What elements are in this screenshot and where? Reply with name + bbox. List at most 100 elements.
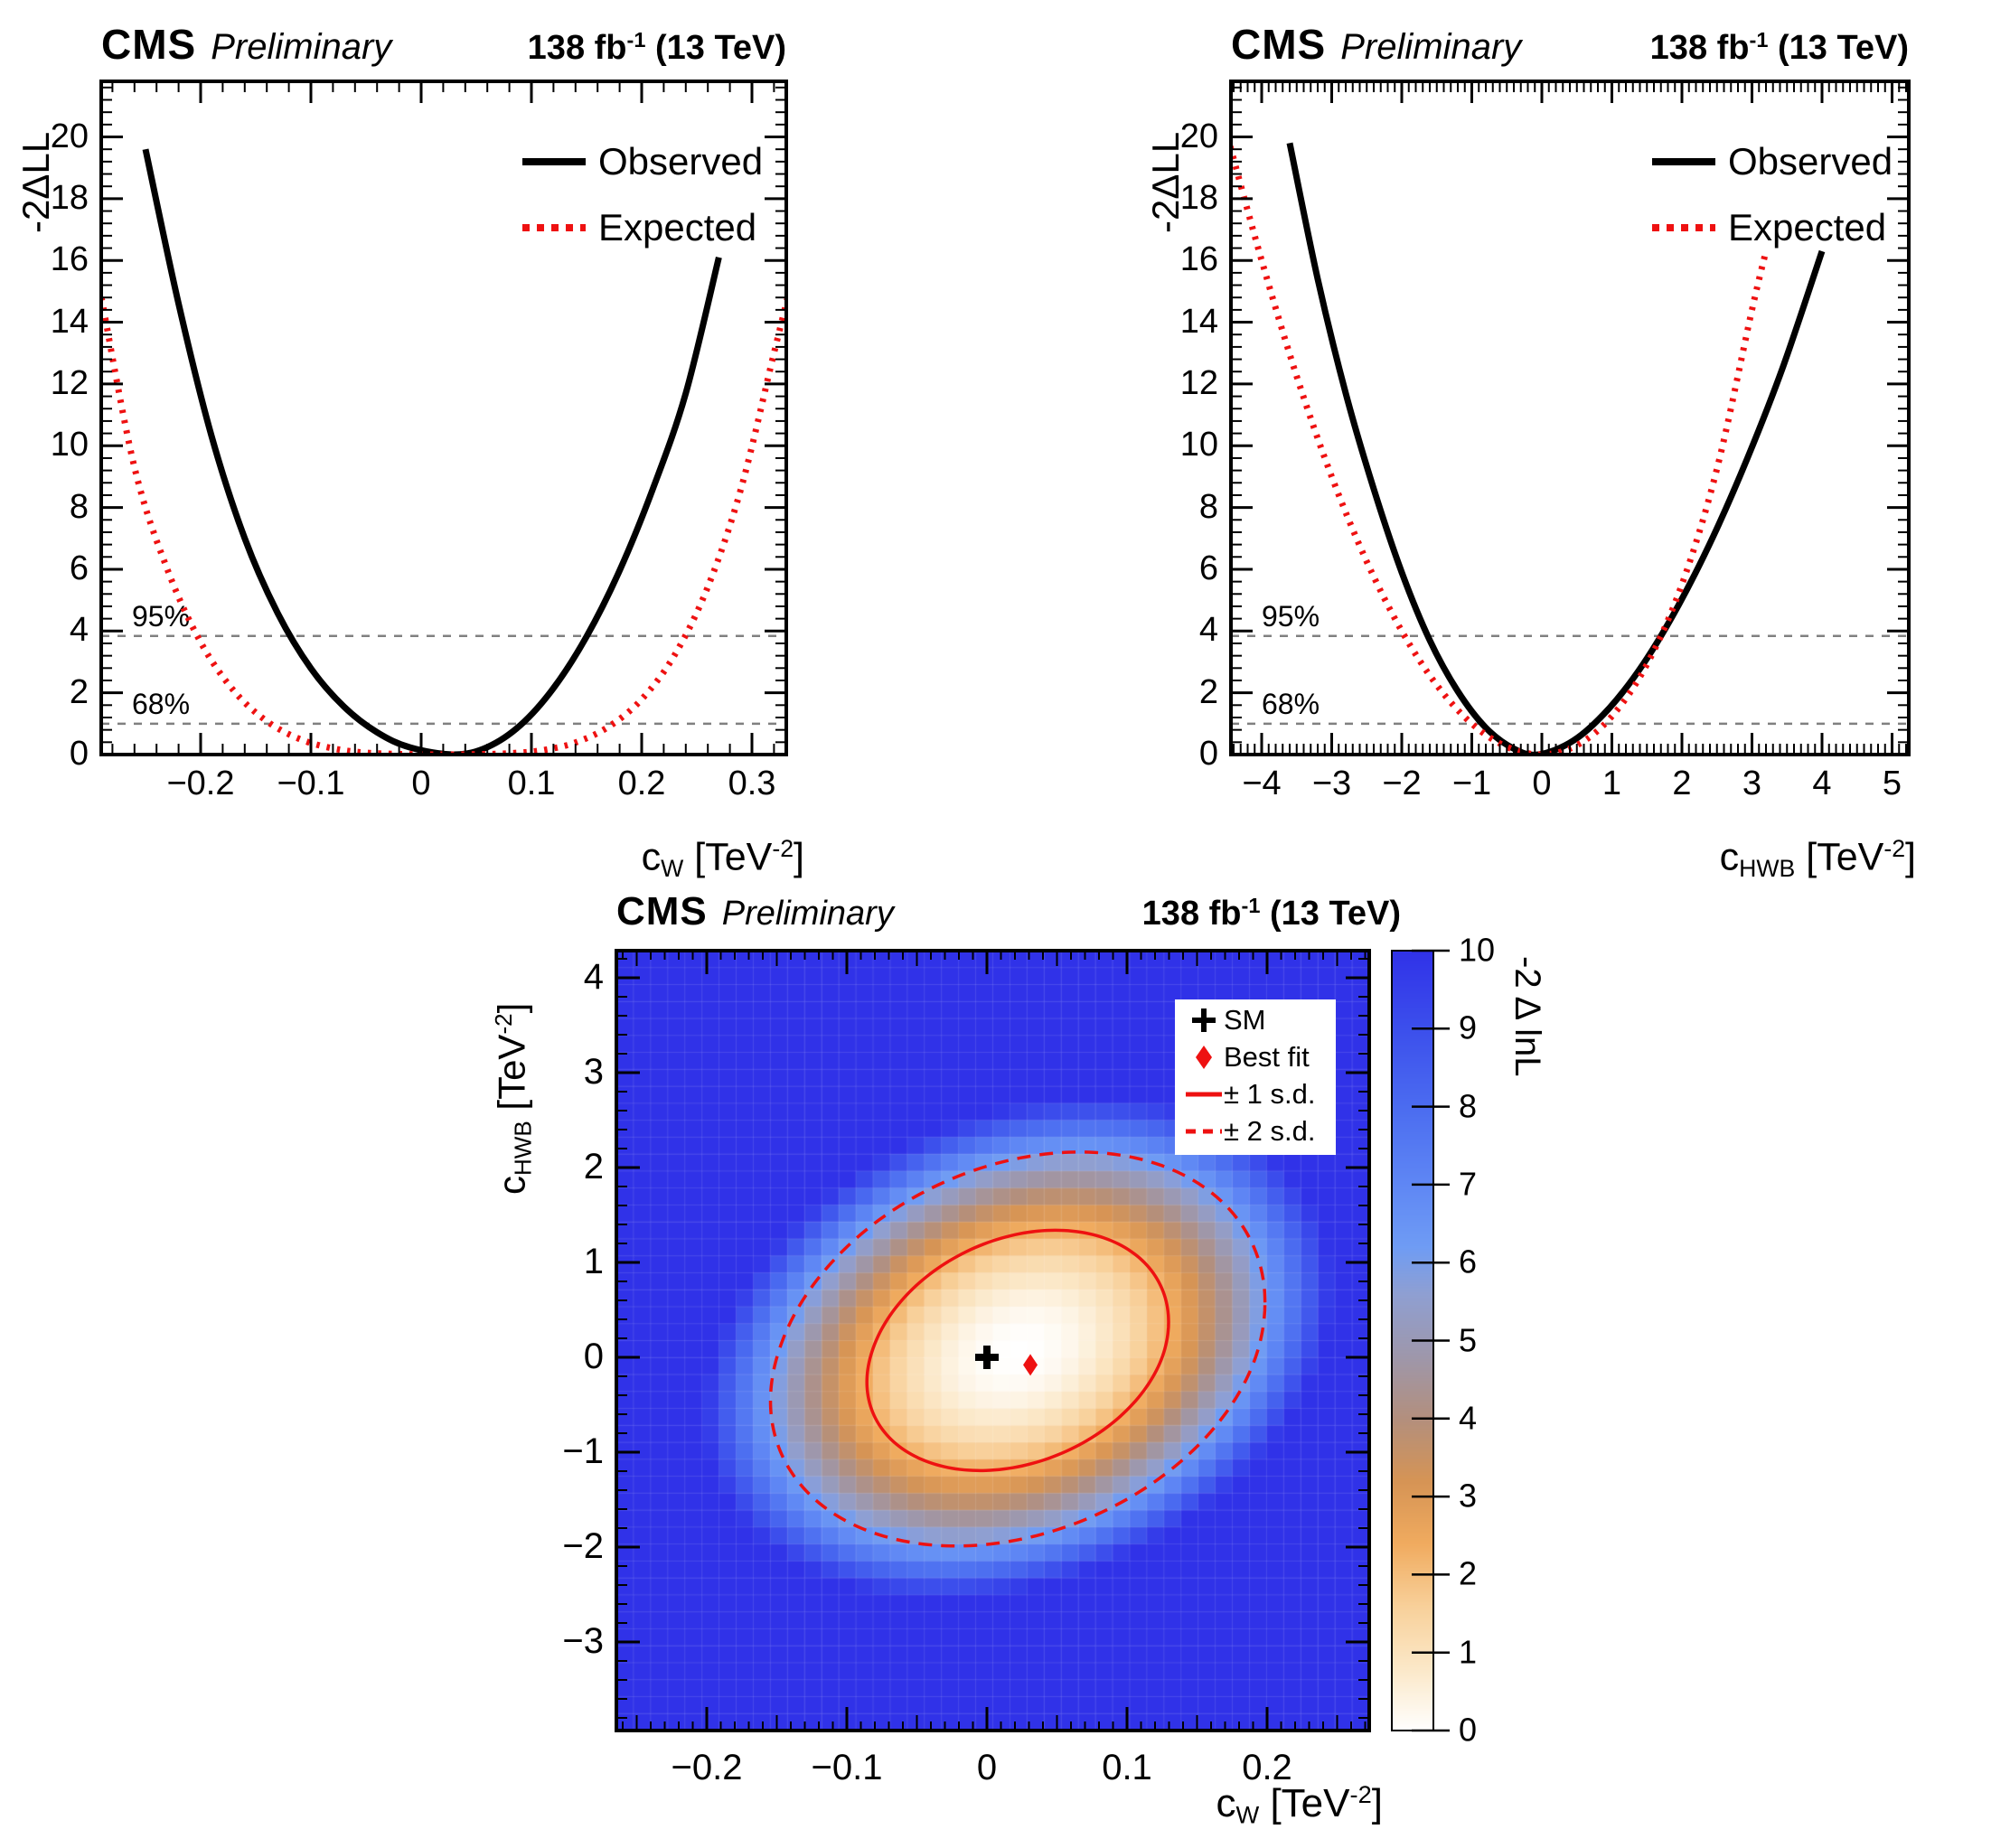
cw-y-tick-label: 20: [50, 117, 89, 155]
cw-lumi-label: 138 fb-1 (13 TeV): [527, 28, 786, 67]
two-sd-dashed-icon: [1184, 1128, 1224, 1135]
cw-x-tick-label: 0: [411, 765, 431, 802]
expected-dotted-swatch: [1652, 224, 1715, 231]
cw-x-tick-label: −0.1: [277, 765, 345, 802]
cw-expected-curve: [101, 289, 786, 755]
map-legend-1sd: ± 1 s.d.: [1175, 1075, 1336, 1112]
map-header-brand: CMS Preliminary: [616, 889, 894, 934]
colorbar-tick-label: 6: [1459, 1243, 1478, 1280]
one-sd-label: ± 1 s.d.: [1224, 1077, 1316, 1110]
chwb-y-tick-label: 8: [1198, 487, 1218, 526]
chwb-x-tick-label: 0: [1532, 765, 1552, 802]
chwb-x-tick-label: −1: [1451, 765, 1492, 802]
map-plot-header: CMS Preliminary 138 fb-1 (13 TeV): [616, 889, 1401, 934]
cw-y-tick-label: 4: [69, 611, 89, 650]
colorbar-tick-label: 7: [1459, 1165, 1478, 1203]
map-y-tick-label: −1: [562, 1431, 604, 1472]
chwb-x-axis-title: cHWB [TeV-2]: [1719, 835, 1916, 883]
best-fit-diamond-icon: [1184, 1045, 1224, 1069]
chwb-y-tick-label: 4: [1198, 611, 1218, 650]
expected-label: Expected: [598, 206, 757, 249]
chwb-legend-observed: Observed: [1652, 140, 1893, 183]
chwb-x-tick-label: −3: [1311, 765, 1352, 802]
chwb-y-tick-label: 14: [1179, 302, 1218, 341]
chwb-y-tick-label: 20: [1179, 117, 1218, 155]
cw-plot-header: CMS Preliminary 138 fb-1 (13 TeV): [101, 20, 786, 69]
map-y-tick-label: 4: [583, 957, 604, 998]
cw-68-threshold-label: 68%: [132, 688, 191, 720]
chwb-95-threshold-label: 95%: [1262, 600, 1320, 633]
chwb-header-brand: CMS Preliminary: [1231, 20, 1521, 69]
expected-label: Expected: [1728, 206, 1887, 249]
sm-label: SM: [1224, 1003, 1266, 1036]
one-sd-line-icon: [1184, 1091, 1224, 1098]
cw-x-tick-label: −0.2: [166, 765, 235, 802]
map-y-tick-label: 3: [583, 1052, 604, 1093]
cw-y-tick-label: 6: [69, 549, 89, 588]
map-x-tick-label: 0.1: [1102, 1748, 1152, 1787]
preliminary-label: Preliminary: [211, 27, 392, 67]
cw-y-tick-label: 10: [50, 426, 89, 464]
colorbar-tick-label: 1: [1459, 1632, 1478, 1670]
map-legend-2sd: ± 2 s.d.: [1175, 1112, 1336, 1149]
cms-logo-text: CMS: [1231, 21, 1327, 68]
colorbar-tick-label: 10: [1459, 931, 1496, 969]
best-fit-label: Best fit: [1224, 1040, 1310, 1073]
colorbar-tick-label: 2: [1459, 1554, 1478, 1592]
two-sd-label: ± 2 s.d.: [1224, 1114, 1316, 1147]
map-x-axis-title: cW [TeV-2]: [1216, 1780, 1383, 1829]
preliminary-label: Preliminary: [1340, 27, 1522, 67]
chwb-x-tick-label: −2: [1382, 765, 1422, 802]
map-x-tick-label: 0: [976, 1748, 998, 1787]
map-y-tick-label: −2: [562, 1526, 604, 1567]
chwb-x-tick-label: 2: [1672, 765, 1692, 802]
chwb-x-tick-label: 1: [1601, 765, 1622, 802]
observed-label: Observed: [598, 140, 764, 183]
chwb-y-tick-label: 18: [1179, 179, 1218, 218]
map-legend: SM Best fit ± 1 s.d. ± 2 s.d.: [1175, 999, 1336, 1155]
cw-header-brand: CMS Preliminary: [101, 20, 391, 69]
map-legend-bestfit: Best fit: [1175, 1038, 1336, 1075]
map-y-tick-label: 0: [583, 1337, 604, 1377]
colorbar-tick-label: 0: [1459, 1711, 1478, 1749]
chwb-x-tick-label: −4: [1242, 765, 1282, 802]
cw-x-tick-label: 0.2: [617, 765, 666, 802]
colorbar-tick-label: 8: [1459, 1086, 1478, 1124]
observed-label: Observed: [1728, 140, 1893, 183]
cw-legend-observed: Observed: [522, 140, 764, 183]
sm-plus-icon: [1184, 1008, 1224, 1032]
chwb-68-threshold-label: 68%: [1262, 688, 1320, 720]
cw-x-tick-label: 0.1: [507, 765, 556, 802]
cw-y-tick-label: 2: [69, 672, 89, 711]
map-y-axis-title: cHWB [TeV-2]: [490, 1002, 537, 1195]
cw-y-tick-label: 0: [69, 735, 89, 774]
map-x-tick-label: 0.2: [1242, 1748, 1292, 1787]
map-x-tick-label: −0.1: [811, 1748, 883, 1787]
chwb-y-tick-label: 16: [1179, 240, 1218, 279]
cw-y-tick-label: 12: [50, 364, 89, 403]
map-y-tick-label: −3: [562, 1621, 604, 1662]
cms-logo-text: CMS: [616, 889, 708, 933]
chwb-y-tick-label: 6: [1198, 549, 1218, 588]
chwb-y-tick-label: 12: [1179, 364, 1218, 403]
observed-line-swatch: [522, 158, 586, 165]
cw-x-tick-label: 0.3: [728, 765, 776, 802]
cw-y-tick-label: 8: [69, 487, 89, 526]
chwb-y-tick-label: 0: [1198, 735, 1218, 774]
chwb-x-tick-label: 5: [1882, 765, 1902, 802]
chwb-x-tick-label: 4: [1812, 765, 1832, 802]
map-y-tick-label: 2: [583, 1147, 604, 1187]
cw-y-tick-label: 18: [50, 179, 89, 218]
cw-95-threshold-label: 95%: [132, 600, 191, 633]
observed-line-swatch: [1652, 158, 1715, 165]
colorbar-gradient: [1392, 951, 1433, 1731]
chwb-y-tick-label: 10: [1179, 426, 1218, 464]
colorbar-tick-label: 5: [1459, 1320, 1478, 1358]
colorbar-tick-label: 3: [1459, 1477, 1478, 1515]
cw-y-tick-label: 16: [50, 240, 89, 279]
chwb-lumi-label: 138 fb-1 (13 TeV): [1649, 28, 1909, 67]
chwb-x-tick-label: 3: [1742, 765, 1762, 802]
map-legend-sm: SM: [1175, 1001, 1336, 1038]
chwb-y-tick-label: 2: [1198, 672, 1218, 711]
